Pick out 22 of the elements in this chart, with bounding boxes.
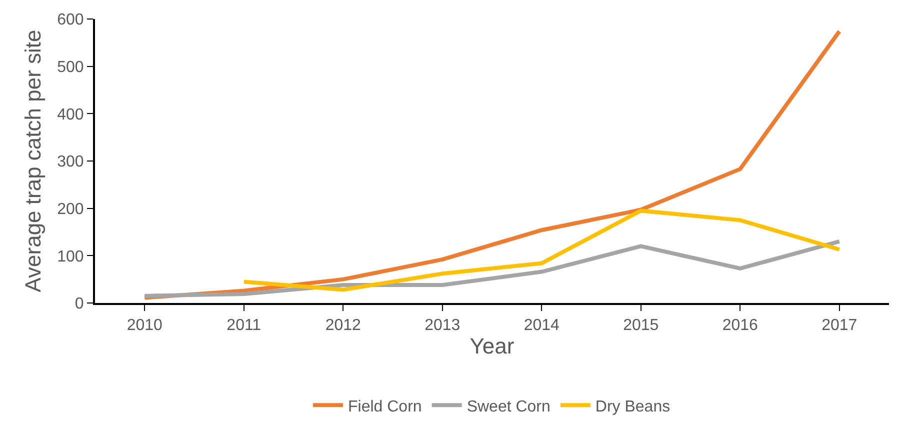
- x-axis-title: Year: [470, 334, 514, 359]
- y-tick-label: 0: [74, 296, 84, 313]
- y-tick-label: 600: [57, 12, 84, 29]
- x-tick-label: 2016: [722, 317, 758, 334]
- legend-label: Field Corn: [348, 398, 422, 416]
- x-tick-label: 2012: [325, 317, 362, 334]
- y-tick-label: 400: [57, 106, 84, 124]
- line-series: [142, 239, 842, 298]
- y-tick-label: 100: [57, 248, 84, 266]
- x-tick-label: 2010: [126, 317, 163, 334]
- y-tick-label: 200: [57, 200, 84, 218]
- legend-label: Sweet Corn: [466, 398, 550, 416]
- x-tick-label: 2013: [424, 317, 460, 334]
- y-axis-title: Average trap catch per site: [20, 30, 46, 292]
- x-tick-label: 2017: [822, 317, 858, 334]
- y-tick-label: 500: [57, 58, 84, 76]
- x-tick-label: 2015: [623, 317, 659, 334]
- legend-label: Dry Beans: [595, 398, 670, 416]
- y-tick-label: 300: [57, 154, 84, 171]
- x-tick-label: 2014: [524, 317, 560, 334]
- line-series: [242, 208, 842, 292]
- x-tick-label: 2011: [226, 317, 262, 334]
